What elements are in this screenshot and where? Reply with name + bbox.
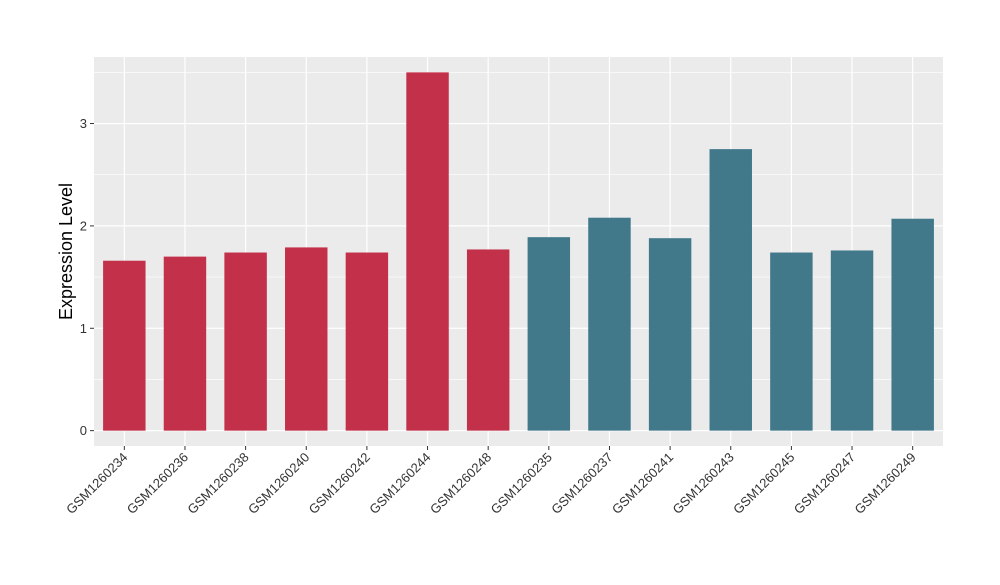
bar-GSM1260241 (648, 238, 692, 431)
x-tick-label: GSM1260245 (730, 450, 797, 517)
bar-GSM1260237 (588, 217, 631, 431)
y-tick-label: 0 (80, 423, 87, 438)
y-axis: 0 1 2 3 (80, 116, 94, 438)
x-tick-label: GSM1260241 (609, 450, 676, 517)
bar-GSM1260242 (345, 252, 389, 431)
bar-GSM1260240 (285, 247, 328, 431)
y-tick-label: 3 (80, 116, 87, 131)
bar-GSM1260249 (891, 218, 934, 431)
x-tick-label: GSM1260234 (63, 450, 130, 517)
x-tick-label: GSM1260248 (427, 450, 494, 517)
bar-GSM1260247 (830, 250, 874, 431)
y-axis-label: Expression Level (56, 183, 76, 320)
bar-GSM1260248 (466, 249, 510, 431)
bar-GSM1260238 (224, 252, 267, 431)
bars (103, 72, 934, 431)
bar-GSM1260244 (406, 72, 449, 431)
bar-GSM1260245 (770, 252, 813, 431)
x-axis: GSM1260234GSM1260236GSM1260238GSM1260240… (63, 446, 919, 517)
x-tick-label: GSM1260237 (548, 450, 615, 517)
y-tick-label: 1 (80, 321, 87, 336)
y-tick-label: 2 (80, 218, 87, 233)
x-tick-label: GSM1260240 (245, 450, 312, 517)
x-tick-label: GSM1260243 (670, 450, 737, 517)
bar-GSM1260235 (527, 237, 571, 431)
plot-panel (94, 57, 943, 446)
x-tick-label: GSM1260244 (366, 450, 433, 517)
x-tick-label: GSM1260236 (124, 450, 191, 517)
x-tick-label: GSM1260249 (851, 450, 918, 517)
x-tick-label: GSM1260242 (306, 450, 373, 517)
bar-GSM1260243 (709, 149, 752, 431)
x-tick-label: GSM1260235 (488, 450, 555, 517)
x-tick-label: GSM1260238 (184, 450, 251, 517)
bar-GSM1260234 (103, 260, 146, 431)
bar-GSM1260236 (163, 256, 207, 431)
x-tick-label: GSM1260247 (791, 450, 858, 517)
